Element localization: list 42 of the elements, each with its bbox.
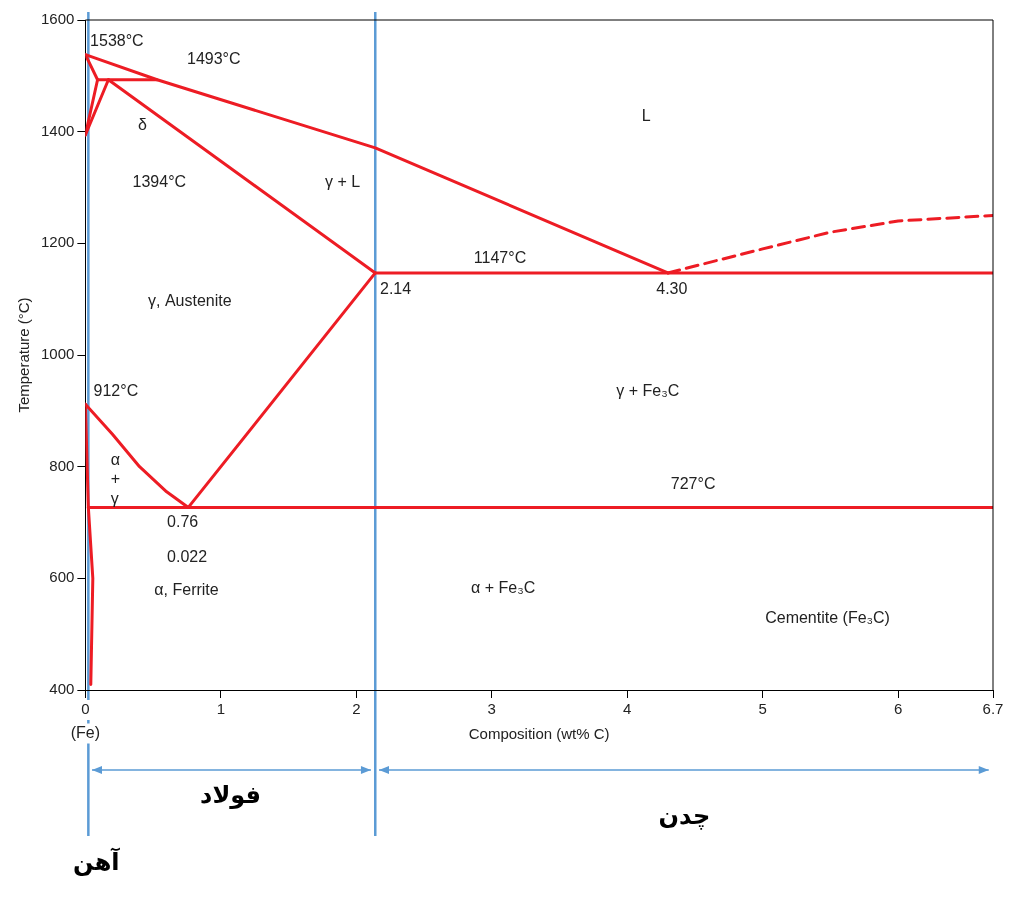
y-tick-label: 1600 xyxy=(40,10,75,28)
text: فولاد xyxy=(200,781,262,810)
y-tick-label: 1200 xyxy=(40,233,75,251)
annotation: 1538°C xyxy=(90,31,144,49)
x-tick-label: 1 xyxy=(216,700,226,718)
annotation: 912°C xyxy=(93,381,139,399)
x-tick-label: 5 xyxy=(758,700,767,718)
annotation: 727°C xyxy=(670,474,716,492)
annotation: 1493°C xyxy=(187,49,241,67)
x-tick-label: 6 xyxy=(894,700,903,718)
annotation: δ xyxy=(138,116,148,134)
x-tick-label: 2 xyxy=(352,700,361,718)
y-tick-label: 1000 xyxy=(40,345,75,363)
annotation: 2.14 xyxy=(379,279,412,297)
annotation: α, Ferrite xyxy=(154,580,219,598)
annotation: γ, Austenite xyxy=(148,291,232,309)
y-tick-label: 600 xyxy=(49,568,75,586)
x-tick-label: 6.7 xyxy=(982,700,1004,718)
x-axis-title: Composition (wt% C) xyxy=(468,725,610,743)
x-tick-label: 4 xyxy=(623,700,632,718)
text: (Fe) xyxy=(70,723,101,741)
annotation: 0.76 xyxy=(167,512,199,530)
annotation: 4.30 xyxy=(656,279,688,297)
annotation: 1394°C xyxy=(132,173,187,191)
annotation: γ xyxy=(110,490,119,508)
annotation: + xyxy=(110,470,121,488)
text: چدن xyxy=(658,801,711,830)
annotation: γ + Fe₃C xyxy=(616,381,680,399)
annotation: γ + L xyxy=(324,173,361,191)
annotation: α xyxy=(110,451,121,469)
x-tick-label: 3 xyxy=(487,700,496,718)
y-tick-label: 800 xyxy=(49,456,75,474)
y-tick-label: 1400 xyxy=(40,121,75,139)
x-tick-label: 0 xyxy=(81,700,90,718)
annotation: L xyxy=(641,106,651,124)
annotation: α + Fe₃C xyxy=(471,579,536,597)
annotation: Cementite (Fe₃C) xyxy=(765,609,890,627)
y-tick-label: 400 xyxy=(49,680,75,698)
ref-line-label: آهن xyxy=(73,847,121,877)
annotation: 1147°C xyxy=(473,248,527,266)
y-axis-title: Temperature (°C) xyxy=(15,297,33,413)
annotation: 0.022 xyxy=(167,548,208,566)
